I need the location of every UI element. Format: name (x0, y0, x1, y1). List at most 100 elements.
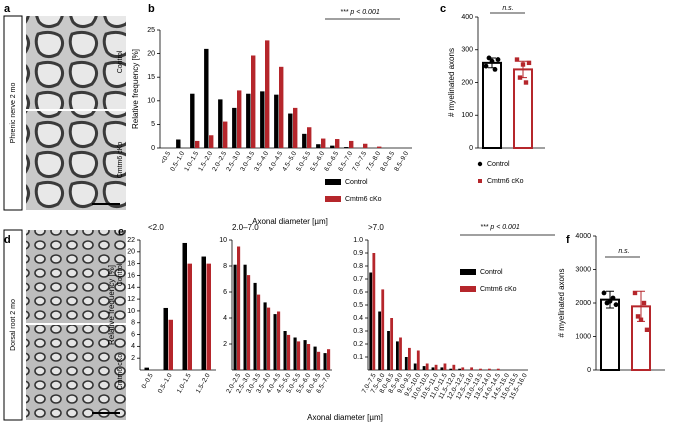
y-tick-label: 200 (461, 79, 473, 86)
x-tick-label: 0–0.5 (141, 372, 155, 390)
data-point (483, 63, 489, 69)
bar (176, 139, 181, 148)
bar (293, 107, 298, 148)
bar (260, 91, 265, 148)
data-point (517, 75, 523, 80)
bar (273, 314, 277, 370)
bar (274, 94, 279, 148)
side-box (3, 229, 23, 421)
bar (449, 368, 453, 370)
y-tick-label: 0 (469, 145, 473, 152)
bar (513, 68, 533, 149)
bar (302, 133, 307, 148)
scale-bar (92, 203, 120, 205)
bar (251, 55, 256, 148)
data-point (635, 314, 641, 319)
bar (330, 145, 335, 148)
y-tick-label: 0.7 (353, 276, 363, 283)
bar (344, 147, 349, 148)
bar (237, 90, 242, 148)
legend-marker (477, 161, 483, 167)
y-tick-label: 0.9 (353, 250, 363, 257)
legend-label: Control (345, 179, 368, 186)
y-tick-label: 5 (151, 121, 155, 128)
data-point (632, 290, 638, 296)
micrograph (26, 111, 126, 210)
bar (257, 294, 261, 370)
legend-label: Control (480, 269, 503, 276)
legend-label: Cmtm6 cKo (480, 286, 517, 293)
bar (434, 364, 438, 370)
bar (265, 40, 270, 148)
micrograph (26, 16, 126, 109)
y-tick-label: 10 (219, 237, 227, 244)
bar (440, 367, 444, 370)
bar (323, 353, 327, 370)
data-point (486, 55, 492, 61)
panel-letter: c (440, 3, 446, 15)
data-point (523, 80, 529, 85)
data-point (613, 302, 619, 308)
y-axis-label: Relative frequency [%] (107, 265, 116, 345)
bar (443, 363, 447, 370)
y-tick-label: 0.6 (353, 289, 363, 296)
y-tick-label: 0.4 (353, 315, 363, 322)
bar (190, 93, 195, 148)
panel-letter: d (4, 234, 11, 246)
bar (168, 319, 173, 370)
chart-title: 2.0–7.0 (232, 223, 259, 232)
bar (246, 93, 251, 148)
legend-swatch (325, 179, 341, 185)
bar (187, 263, 192, 370)
image-label: Control (117, 263, 124, 286)
bar (496, 368, 500, 370)
y-tick-label: 0 (587, 367, 591, 374)
side-label: Dorsal root 2 mo (10, 299, 17, 351)
bar (279, 66, 284, 148)
bar (313, 346, 317, 370)
y-tick-label: 1000 (575, 333, 591, 340)
bar (413, 363, 417, 370)
annotation: n.s. (618, 248, 629, 255)
micrograph (26, 325, 126, 420)
bar (425, 363, 429, 370)
y-tick-label: 6 (223, 289, 227, 296)
x-tick-label: 1.0–1.5 (176, 372, 193, 395)
x-tick-label: <0.5 (160, 150, 173, 165)
y-tick-label: 14 (127, 284, 135, 291)
image-label: Cmtm6 cKo (117, 142, 124, 179)
side-label: Phrenic nerve 2 mo (10, 83, 17, 144)
panel-letter: f (566, 234, 570, 246)
y-tick-label: 6 (131, 331, 135, 338)
bar (223, 121, 228, 148)
bar (488, 368, 491, 370)
bar (396, 341, 399, 370)
data-point (641, 300, 647, 306)
bar (381, 289, 385, 370)
x-tick-label: 0.5–1.0 (157, 372, 174, 395)
bar (416, 350, 420, 370)
bar (349, 140, 354, 148)
y-tick-label: 2 (223, 341, 227, 348)
bar (182, 242, 187, 370)
data-point (607, 298, 613, 304)
bar (316, 144, 321, 148)
bar (195, 140, 200, 148)
y-tick-label: 2000 (575, 300, 591, 307)
bar (461, 367, 465, 370)
y-tick-label: 20 (127, 249, 135, 256)
bar (317, 351, 321, 370)
bar (431, 367, 435, 370)
bar (307, 344, 311, 370)
bar (600, 298, 620, 371)
bar (297, 341, 301, 370)
data-point (638, 317, 644, 322)
x-tick-label: 1.5–2.0 (195, 372, 212, 395)
y-tick-label: 0.8 (353, 263, 363, 270)
bar (372, 253, 376, 370)
bar (479, 368, 482, 370)
image-label: Cmtm6 cKo (117, 354, 124, 391)
y-tick-label: 0.5 (353, 302, 363, 309)
y-tick-label: 4000 (575, 233, 591, 240)
